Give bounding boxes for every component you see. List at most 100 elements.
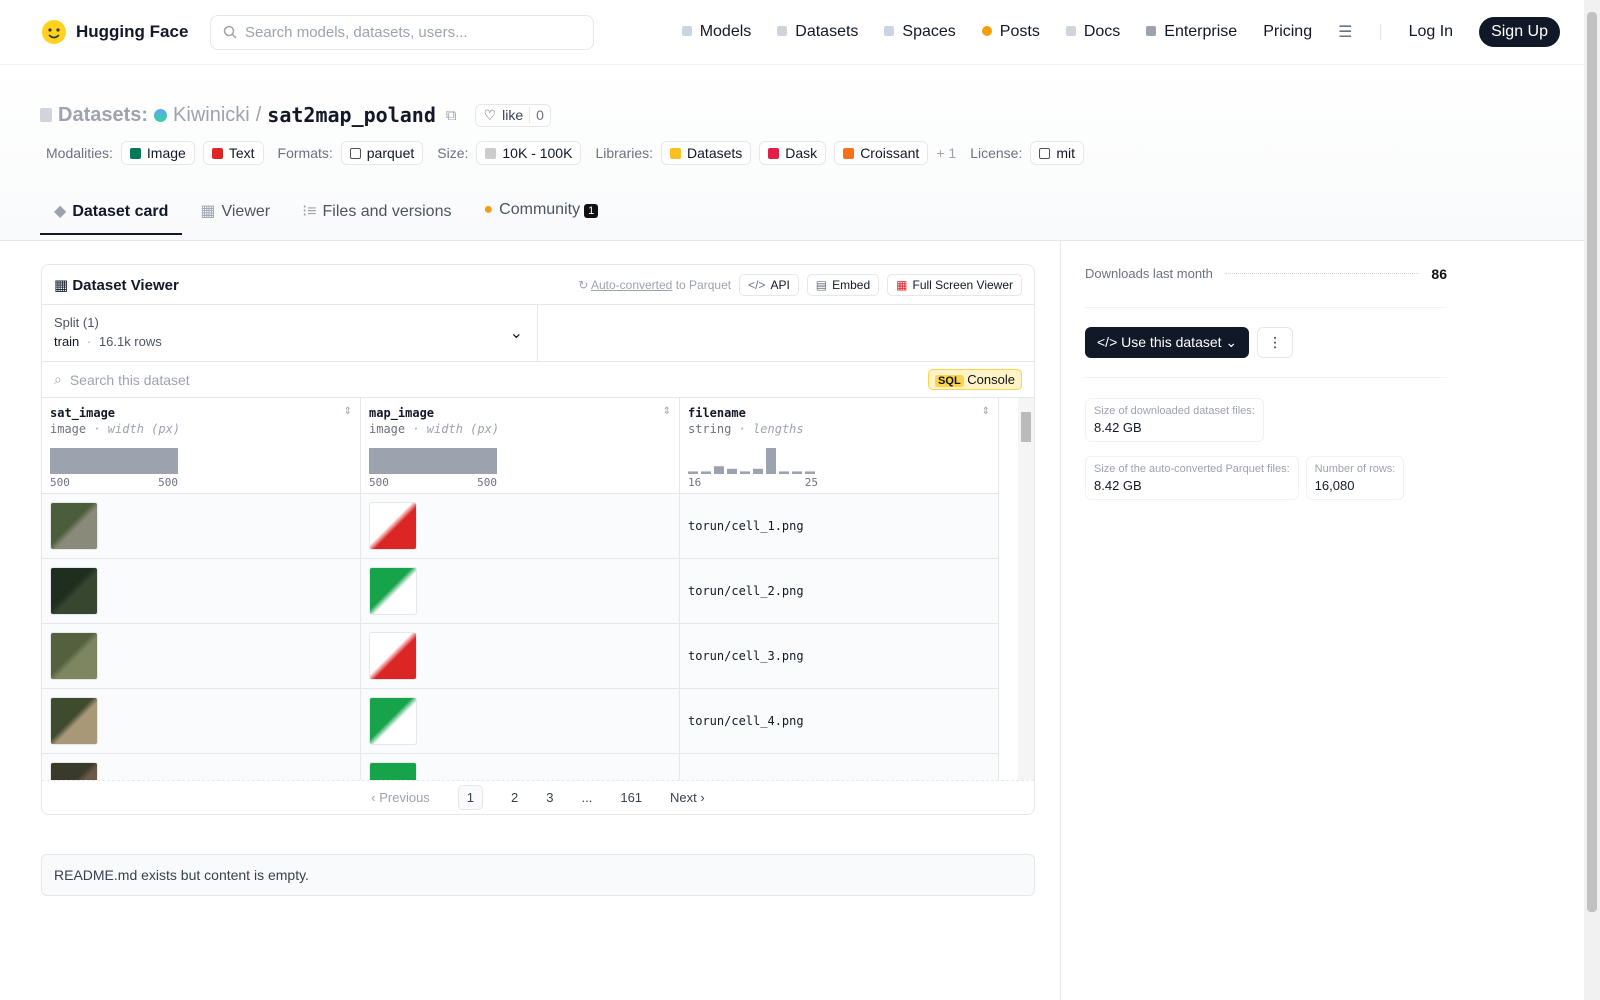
dataset-viewer: ▦ Dataset Viewer ↻ Auto-converted to Par…	[41, 264, 1035, 815]
search-input[interactable]: Search models, datasets, users...	[210, 14, 594, 50]
nav-link[interactable]: Docs	[1065, 23, 1121, 41]
range-max: 500	[477, 476, 497, 489]
nav-link[interactable]: Posts	[981, 23, 1040, 41]
search-icon	[223, 25, 237, 39]
tag[interactable]: parquet	[340, 141, 424, 165]
viewer-button[interactable]: ▦ Full Screen Viewer	[887, 273, 1022, 296]
copy-icon[interactable]: ⧉	[445, 106, 457, 124]
tab-icon: ⁝≡	[302, 203, 317, 220]
page[interactable]: ...	[581, 790, 593, 805]
thumbnail[interactable]	[369, 567, 417, 615]
thumbnail[interactable]	[50, 762, 98, 780]
nav-link[interactable]: Spaces	[884, 23, 956, 41]
search-placeholder: Search models, datasets, users...	[245, 23, 468, 41]
thumbnail[interactable]	[369, 762, 417, 780]
repo-name[interactable]: sat2map_poland	[267, 103, 436, 127]
page[interactable]: 2	[511, 790, 519, 805]
nav-link-label: Datasets	[795, 23, 859, 40]
nav-link[interactable]: Pricing	[1263, 23, 1312, 41]
thumbnail[interactable]	[50, 697, 98, 745]
nav-icon	[1146, 26, 1157, 36]
page[interactable]: 3	[546, 790, 554, 805]
tag-label: Croissant	[860, 145, 920, 161]
more-menu[interactable]: ⋮	[1257, 327, 1294, 358]
page[interactable]: 161	[620, 790, 643, 805]
histogram-bar	[753, 468, 763, 474]
tags: Modalities: Image Text Formats: parquet Size:…	[40, 141, 1560, 165]
tag[interactable]: mit	[1030, 141, 1085, 165]
tab[interactable]: ◆ Dataset card	[40, 189, 183, 235]
tab[interactable]: ● Community 1	[469, 189, 612, 235]
viewer-button[interactable]: </> API	[739, 273, 799, 296]
brand[interactable]: Hugging Face	[40, 19, 210, 45]
thumbnail[interactable]	[369, 502, 417, 550]
grid-cell	[42, 559, 360, 624]
thumbnail[interactable]	[50, 502, 98, 550]
next[interactable]: Next ›	[670, 790, 705, 805]
viewer-search[interactable]: ⌕ Search this dataset SQL Console	[42, 362, 1034, 398]
tab[interactable]: ⁝≡ Files and versions	[288, 189, 465, 235]
nav-link[interactable]: Enterprise	[1146, 23, 1237, 41]
signup[interactable]: Sign Up	[1479, 17, 1560, 47]
grid-cell	[361, 754, 679, 780]
tag-group-label: License:	[970, 145, 1023, 161]
menu-icon[interactable]: ☰	[1338, 24, 1353, 41]
grid-cell: torun/cell_2.png	[680, 559, 998, 624]
grid-column: map_image image · width (px) ⇕ 500 500	[361, 398, 680, 780]
nav-icon	[681, 26, 692, 36]
range-labels: 500 500	[369, 476, 497, 489]
nav-link[interactable]: Datasets	[777, 23, 858, 41]
like-button[interactable]: ♡ like 0	[474, 103, 551, 127]
sql-console[interactable]: SQL Console	[928, 369, 1022, 390]
cell-text: torun/cell_3.png	[688, 649, 804, 663]
owner[interactable]: Kiwinicki	[173, 103, 250, 126]
split-label: Split (1)	[54, 315, 99, 330]
grid-cell	[42, 494, 360, 559]
grid-cell	[361, 494, 679, 559]
tag[interactable]: Datasets	[661, 141, 752, 165]
stat: · width (px)	[93, 422, 181, 436]
button-label: Full Screen Viewer	[912, 277, 1014, 292]
use-dataset[interactable]: </> Use this dataset ⌄	[1085, 327, 1250, 358]
tag-label: Image	[146, 145, 186, 161]
converted: ↻ Auto-converted to Parquet	[578, 277, 732, 292]
type: image	[369, 422, 406, 436]
nav-link[interactable]: Models	[681, 23, 751, 41]
tag[interactable]: Image	[120, 141, 195, 165]
tag[interactable]: Croissant	[834, 141, 929, 165]
stat: · lengths	[738, 422, 804, 436]
column-type: string · lengths	[688, 422, 990, 436]
tag-group-label: Size:	[437, 145, 469, 161]
converted-link[interactable]: Auto-converted	[590, 277, 673, 292]
nav-icon	[884, 26, 895, 36]
tag[interactable]: Dask	[759, 141, 827, 165]
grid-column: filename string · lengths ⇕ 16 25 torun/cell_…	[680, 398, 999, 780]
button-label: API	[770, 277, 790, 292]
column-header: filename string · lengths ⇕ 16 25	[680, 398, 998, 494]
thumbnail[interactable]	[50, 567, 98, 615]
divider: |	[1378, 23, 1383, 40]
split-dropdown[interactable]: Split (1) train · 16.1k rows ⌄	[42, 305, 538, 361]
histogram-bar	[779, 471, 789, 474]
page[interactable]: 1	[457, 785, 484, 810]
thumbnail[interactable]	[369, 697, 417, 745]
tag[interactable]: Text	[202, 141, 264, 165]
range-labels: 16 25	[688, 476, 818, 489]
nav-link-label: Docs	[1083, 23, 1121, 40]
downloads-value: 86	[1431, 265, 1447, 282]
chevron: ⌄	[509, 325, 523, 342]
dataset-icon	[40, 108, 52, 122]
previous[interactable]: ‹ Previous	[371, 790, 430, 805]
page-scrollbar	[1584, 0, 1600, 1000]
thumbnail[interactable]	[50, 632, 98, 680]
split-sep: ·	[86, 334, 92, 349]
login[interactable]: Log In	[1408, 23, 1454, 40]
sql-badge: SQL	[935, 375, 964, 387]
tab[interactable]: ▦ Viewer	[186, 189, 284, 235]
grid-cell: torun/cell_3.png	[680, 624, 998, 689]
tab-label: Files and versions	[322, 203, 452, 220]
tab-icon: ▦	[200, 203, 216, 220]
viewer-button[interactable]: ▤ Embed	[806, 273, 880, 296]
tag[interactable]: 10K - 100K	[476, 141, 582, 165]
thumbnail[interactable]	[369, 632, 417, 680]
